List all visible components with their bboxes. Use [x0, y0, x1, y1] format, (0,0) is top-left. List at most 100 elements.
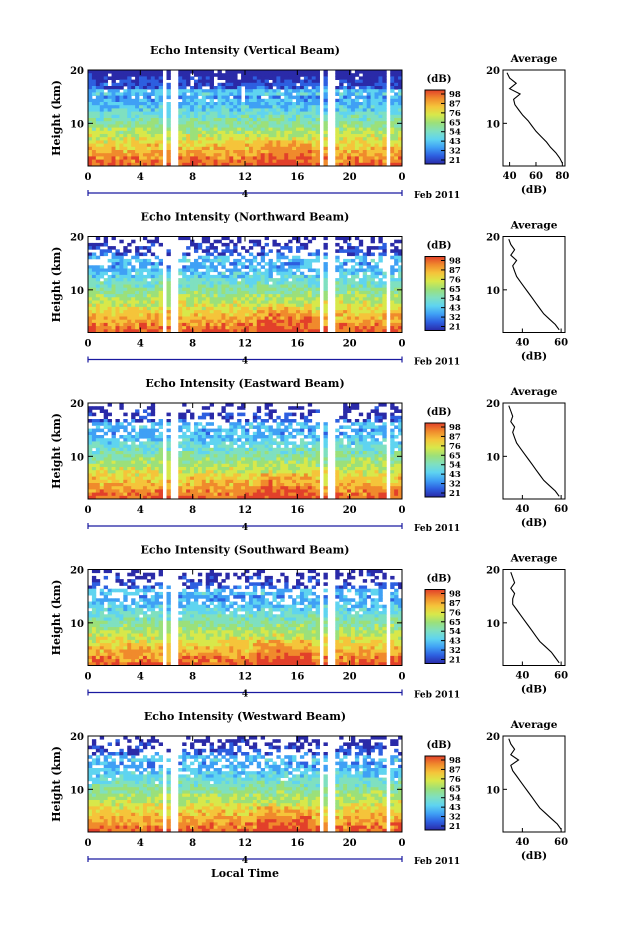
- heatmap-cell: [324, 124, 328, 128]
- heatmap-cell: [292, 441, 296, 445]
- heatmap-cell: [218, 92, 222, 96]
- heatmap-cell: [139, 156, 143, 160]
- heatmap-cell: [394, 112, 398, 116]
- heatmap-cell: [269, 108, 273, 112]
- heatmap-cell: [206, 429, 210, 433]
- heatmap-cell: [324, 99, 328, 103]
- heatmap-cell: [218, 150, 222, 154]
- heatmap-cell: [371, 153, 375, 157]
- heatmap-cell: [257, 92, 261, 96]
- heatmap-cell: [292, 454, 296, 458]
- heatmap-cell: [190, 96, 194, 100]
- heatmap-cell: [394, 406, 398, 410]
- heatmap-cell: [394, 134, 398, 138]
- heatmap-cell: [139, 153, 143, 157]
- heatmap-cell: [167, 153, 171, 157]
- heatmap-cell: [300, 425, 304, 429]
- heatmap-cell: [225, 246, 229, 250]
- heatmap-cell: [112, 105, 116, 109]
- heatmap-cell: [221, 307, 225, 311]
- heatmap-cell: [241, 281, 245, 285]
- heatmap-cell: [159, 102, 163, 106]
- heatmap-cell: [308, 304, 312, 308]
- heatmap-cell: [194, 441, 198, 445]
- heatmap-cell: [237, 406, 241, 410]
- heatmap-cell: [253, 438, 257, 442]
- heatmap-cell: [355, 419, 359, 423]
- heatmap-cell: [139, 89, 143, 93]
- heatmap-cell: [300, 102, 304, 106]
- heatmap-cell: [194, 134, 198, 138]
- heatmap-cell: [186, 285, 190, 289]
- heatmap-cell: [316, 124, 320, 128]
- heatmap-cell: [139, 294, 143, 298]
- heatmap-cell: [100, 89, 104, 93]
- heatmap-cell: [382, 92, 386, 96]
- avg-profile-line: [507, 73, 562, 164]
- heatmap-cell: [225, 278, 229, 282]
- heatmap-cell: [347, 441, 351, 445]
- heatmap-cell: [316, 320, 320, 324]
- heatmap-cell: [100, 272, 104, 276]
- heatmap-cell: [151, 262, 155, 266]
- heatmap-cell: [206, 310, 210, 314]
- heatmap-cell: [214, 144, 218, 148]
- heatmap-cell: [151, 326, 155, 330]
- heatmap-cell: [367, 150, 371, 154]
- heatmap-cell: [119, 304, 123, 308]
- heatmap-cell: [198, 265, 202, 269]
- heatmap-cell: [229, 134, 233, 138]
- heatmap-cell: [237, 262, 241, 266]
- heatmap-cell: [210, 147, 214, 151]
- heatmap-cell: [265, 406, 269, 410]
- heatmap-cell: [269, 112, 273, 116]
- heatmap-cell: [221, 253, 225, 257]
- heatmap-cell: [115, 134, 119, 138]
- heatmap-cell: [316, 160, 320, 164]
- heatmap-cell: [119, 108, 123, 112]
- heatmap-cell: [233, 259, 237, 263]
- heatmap-cell: [390, 288, 394, 292]
- heatmap-cell: [359, 320, 363, 324]
- heatmap-cell: [257, 134, 261, 138]
- heatmap-cell: [324, 112, 328, 116]
- heatmap-cell: [312, 438, 316, 442]
- heatmap-cell: [375, 134, 379, 138]
- heatmap-cell: [382, 86, 386, 90]
- heatmap-cell: [351, 147, 355, 151]
- heatmap-cell: [288, 457, 292, 461]
- heatmap-cell: [253, 457, 257, 461]
- heatmap-cell: [375, 89, 379, 93]
- heatmap-cell: [257, 102, 261, 106]
- heatmap-cell: [347, 150, 351, 154]
- heatmap-cell: [147, 406, 151, 410]
- heatmap-cell: [347, 128, 351, 132]
- heatmap-cell: [284, 288, 288, 292]
- heatmap-cell: [288, 73, 292, 77]
- heatmap-cell: [249, 121, 253, 125]
- heatmap-cell: [249, 445, 253, 449]
- heatmap-cell: [272, 89, 276, 93]
- heatmap-cell: [96, 70, 100, 74]
- heatmap-cell: [300, 307, 304, 311]
- date-tick-label: 4: [242, 357, 248, 367]
- heatmap-cell: [119, 86, 123, 90]
- heatmap-cell: [92, 246, 96, 250]
- heatmap-cell: [92, 140, 96, 144]
- heatmap-cell: [265, 153, 269, 157]
- heatmap-cell: [257, 409, 261, 413]
- heatmap-cell: [151, 304, 155, 308]
- heatmap-cell: [371, 269, 375, 273]
- heatmap-cell: [371, 259, 375, 263]
- heatmap-cell: [221, 262, 225, 266]
- heatmap-cell: [355, 294, 359, 298]
- heatmap-cell: [194, 105, 198, 109]
- heatmap-cell: [363, 454, 367, 458]
- heatmap-cell: [363, 281, 367, 285]
- heatmap-cell: [119, 73, 123, 77]
- heatmap-cell: [351, 156, 355, 160]
- heatmap-cell: [194, 281, 198, 285]
- heatmap-cell: [92, 291, 96, 295]
- heatmap-cell: [135, 140, 139, 144]
- heatmap-cell: [292, 265, 296, 269]
